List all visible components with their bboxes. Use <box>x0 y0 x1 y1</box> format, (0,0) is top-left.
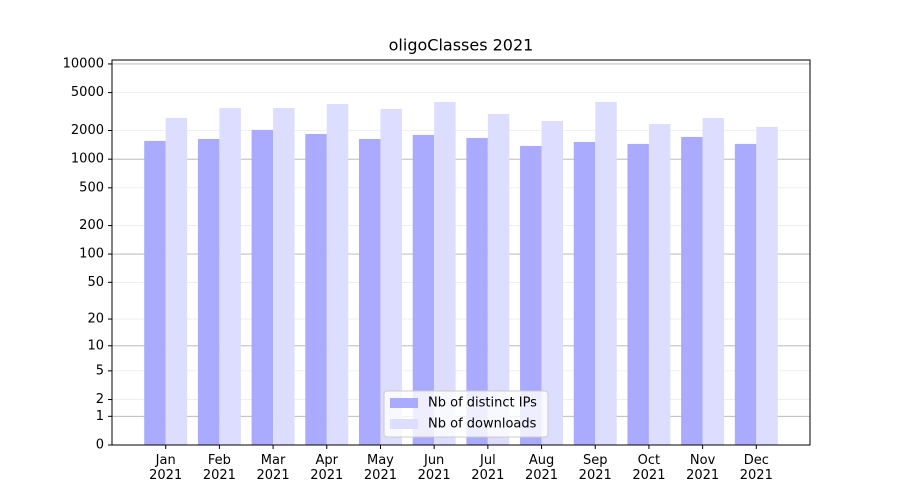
x-tick-label: Aug 2021 <box>524 453 559 483</box>
bar <box>595 101 617 445</box>
legend-swatch <box>390 419 418 429</box>
bar <box>573 141 596 445</box>
x-tick-label: Nov 2021 <box>686 453 720 483</box>
bar <box>734 143 757 445</box>
bar <box>326 103 349 446</box>
bar <box>219 107 241 445</box>
y-tick-label: 1 <box>96 409 104 424</box>
bar <box>434 101 456 445</box>
x-tick-label: May 2021 <box>363 453 397 483</box>
bar <box>197 138 220 445</box>
bar <box>520 145 542 445</box>
bar <box>648 123 671 445</box>
y-tick-label: 10000 <box>63 56 104 71</box>
x-tick-label: Feb 2021 <box>202 453 236 483</box>
y-tick-label: 50 <box>87 275 104 290</box>
legend-label: Nb of downloads <box>428 417 537 432</box>
y-tick-label: 500 <box>79 180 104 195</box>
y-tick-label: 200 <box>79 218 104 233</box>
bar <box>144 140 166 445</box>
x-tick-label: Jun 2021 <box>417 453 451 483</box>
bar <box>273 107 295 445</box>
bar <box>165 117 188 446</box>
y-tick-label: 1000 <box>71 152 104 167</box>
bar <box>251 129 274 445</box>
plot-frame <box>111 59 811 446</box>
y-tick-label: 20 <box>87 312 104 327</box>
x-tick-label: Jul 2021 <box>471 453 505 483</box>
y-tick-label: 0 <box>96 438 104 453</box>
x-tick-label: Apr 2021 <box>310 453 344 483</box>
x-tick-label: Dec 2021 <box>739 453 773 483</box>
legend-box <box>383 390 549 438</box>
x-tick-label: Oct 2021 <box>632 453 666 483</box>
bar <box>756 126 778 445</box>
bar <box>380 108 402 445</box>
chart-title: oligoClasses 2021 <box>389 36 534 55</box>
x-tick-label: Sep 2021 <box>578 453 612 483</box>
bar <box>412 134 435 446</box>
legend-label: Nb of distinct IPs <box>428 396 537 411</box>
y-tick-label: 100 <box>79 247 104 262</box>
bar <box>466 137 488 446</box>
x-tick-label: Mar 2021 <box>256 453 290 483</box>
bar <box>358 138 381 445</box>
legend: Nb of distinct IPs Nb of downloads <box>383 390 549 438</box>
y-tick-label: 2000 <box>71 123 104 138</box>
bar <box>681 136 703 445</box>
y-tick-label: 10 <box>87 338 104 353</box>
y-tick-label: 2 <box>96 392 104 407</box>
bar <box>627 143 649 445</box>
bar <box>305 133 327 445</box>
x-tick-label: Jan 2021 <box>149 453 183 483</box>
y-tick-label: 5000 <box>71 85 104 100</box>
y-tick-label: 5 <box>96 363 104 378</box>
bar <box>702 117 725 446</box>
legend-swatch <box>390 398 418 408</box>
bar <box>487 113 510 445</box>
bar <box>541 120 564 446</box>
